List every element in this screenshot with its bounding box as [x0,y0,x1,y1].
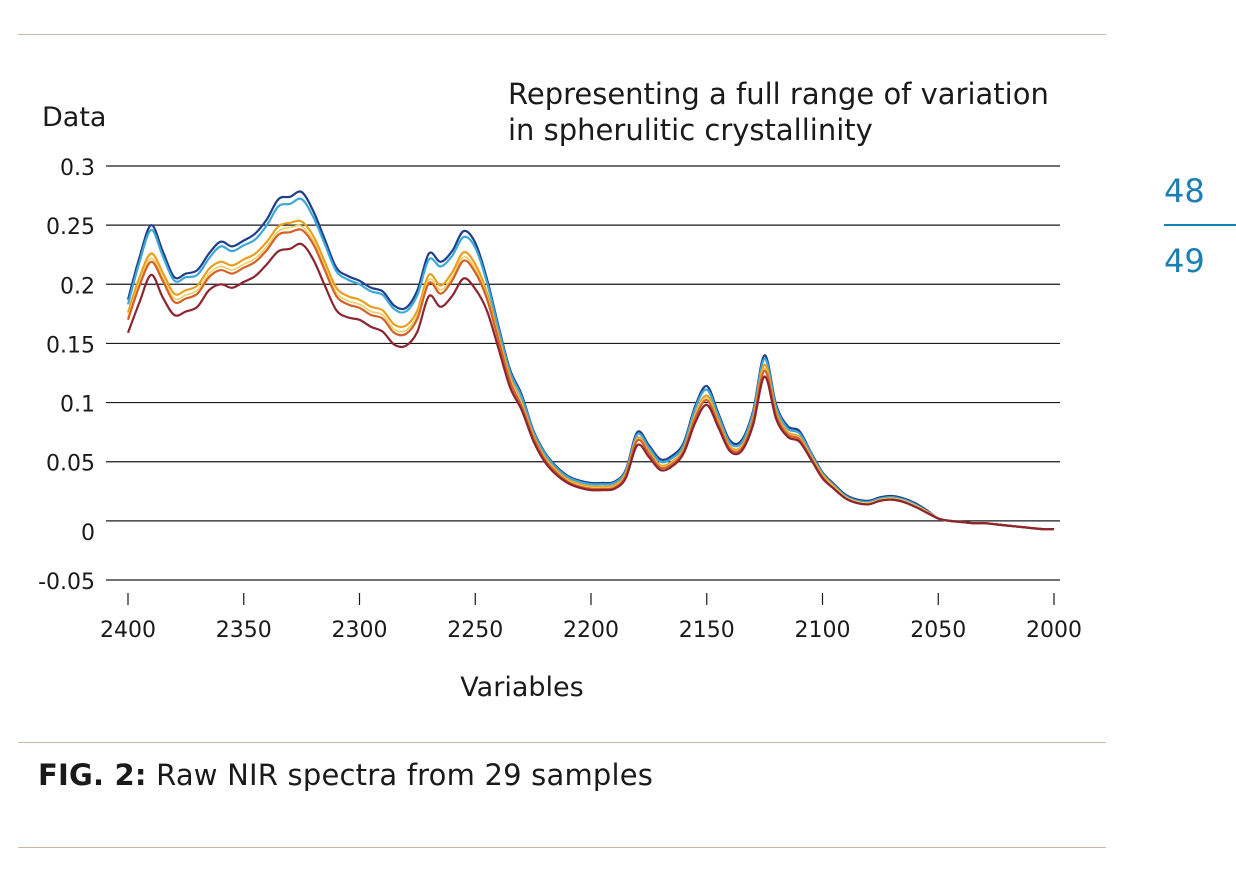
x-tick-label: 2150 [679,618,735,643]
spectra-series [126,190,1055,531]
y-tick-label: 0.3 [60,156,95,181]
y-tick-label: 0.2 [60,274,95,299]
spectrum-line [126,190,1055,531]
y-tick-label: 0 [81,521,95,546]
spectrum-line [126,242,1055,531]
chart-title: Representing a full range of variation in… [508,77,1049,147]
chart-title-line: Representing a full range of variation [508,77,1049,111]
y-tick-label: 0.05 [46,452,95,477]
y-tick-label: -0.05 [38,570,95,595]
y-tick-label: 0.25 [46,215,95,240]
figure-label: FIG. 2: [38,758,147,792]
x-tick-label: 2100 [795,618,851,643]
x-tick-label: 2400 [100,618,156,643]
y-tick-label: 0.15 [46,333,95,358]
x-tick-label: 2050 [910,618,966,643]
x-axis-label: Variables [460,672,583,703]
page-number-right: 49 [1164,242,1205,280]
x-tick-label: 2000 [1026,618,1082,643]
page-number-left: 48 [1164,172,1205,210]
x-tick-label: 2350 [216,618,272,643]
page-divider [1164,224,1236,226]
caption-bottom-rule [18,847,1106,848]
y-tick-label: 0.1 [60,393,95,418]
page-numbers: 48 49 [1150,172,1236,280]
figure-caption-text: Raw NIR spectra from 29 samples [156,758,654,792]
figure-caption: FIG. 2: Raw NIR spectra from 29 samples [38,758,653,792]
top-rule [18,34,1106,35]
axis-ticks: -0.05 0 0.05 0.1 0.15 0.2 0.25 0.3 2400 2350 2300 2… [38,156,1082,643]
spectrum-line [126,197,1055,531]
chart-title-line: in spherulitic crystallinity [508,113,873,147]
gridlines [106,165,1060,581]
caption-top-rule [18,742,1106,743]
x-tick-label: 2200 [563,618,619,643]
x-tick-label: 2250 [447,618,503,643]
spectrum-line [127,224,1055,530]
x-tick-label: 2300 [332,618,388,643]
y-axis-label: Data [42,102,106,133]
